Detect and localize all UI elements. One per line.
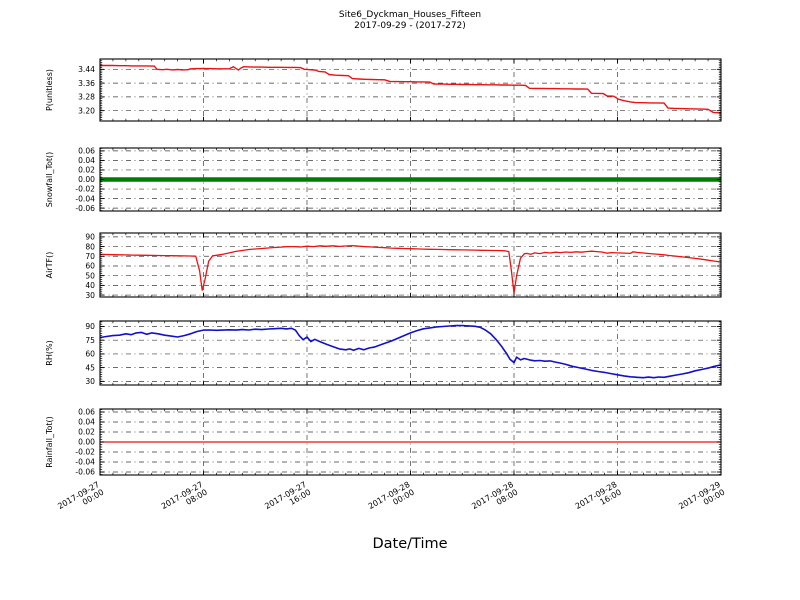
airtf-axis-label: AirTF() xyxy=(45,252,54,279)
chart-title: Site6_Dyckman_Houses_Fifteen xyxy=(338,10,482,20)
snowfall-ytick-label: -0.02 xyxy=(75,185,95,194)
rh-ytick-label: 60 xyxy=(85,350,95,359)
rainfall-ytick-label: 0.06 xyxy=(78,408,95,417)
snowfall-ytick-label: -0.04 xyxy=(75,194,95,203)
rainfall-ytick-label: -0.06 xyxy=(75,468,95,477)
rainfall-ticks xyxy=(99,409,722,475)
x-tick-label: 2017-09-2800:00 xyxy=(367,480,416,519)
p-axis-label: P(unitless) xyxy=(45,69,54,111)
p-ytick-label: 3.44 xyxy=(78,65,95,74)
p-ytick-label: 3.20 xyxy=(78,106,95,115)
chart-subtitle: 2017-09-29 - (2017-272) xyxy=(354,21,466,31)
x-tick-label: 2017-09-2816:00 xyxy=(574,480,623,519)
rh-ticks xyxy=(99,321,722,385)
snowfall-ytick-label: 0.02 xyxy=(78,166,95,175)
x-axis-title: Date/Time xyxy=(372,536,448,552)
rh-ytick-label: 30 xyxy=(85,377,95,386)
snowfall-ytick-label: 0.06 xyxy=(78,147,95,156)
x-tick-label: 2017-09-2708:00 xyxy=(160,480,209,519)
x-tick-label: 2017-09-2716:00 xyxy=(263,480,312,519)
p-series-line xyxy=(100,64,722,114)
rh-series-line xyxy=(99,324,722,379)
snowfall-ticks xyxy=(99,148,722,211)
panel-p: 3.20 3.28 3.36 3.44 P(unitless) xyxy=(45,58,722,122)
airtf-ytick-label: 60 xyxy=(85,262,95,271)
snowfall-axis-label: Snowfall_Tot() xyxy=(45,152,54,208)
rainfall-ytick-label: 0.02 xyxy=(78,428,95,437)
airtf-ytick-label: 40 xyxy=(85,281,95,290)
panel-rainfall: -0.06-0.04-0.020.000.020.040.06 Rainfall_… xyxy=(45,408,722,477)
snowfall-ytick-label: 0.00 xyxy=(78,175,95,184)
rh-ytick-label: 75 xyxy=(85,336,95,345)
snowfall-ytick-label: -0.06 xyxy=(75,204,95,213)
rainfall-ytick-label: -0.04 xyxy=(75,458,95,467)
airtf-grid xyxy=(99,233,722,297)
rh-grid xyxy=(99,321,722,385)
airtf-series-line xyxy=(99,244,722,294)
panel-snowfall: -0.06-0.04-0.020.000.020.040.06 Snowfall_… xyxy=(45,147,722,213)
airtf-ytick-label: 70 xyxy=(85,252,95,261)
airtf-ytick-label: 50 xyxy=(85,271,95,280)
p-ytick-label: 3.36 xyxy=(78,79,95,88)
airtf-ytick-label: 30 xyxy=(85,291,95,300)
airtf-ytick-label: 80 xyxy=(85,242,95,251)
snowfall-ytick-label: 0.04 xyxy=(78,156,95,165)
chart-title-block: Site6_Dyckman_Houses_Fifteen 2017-09-29 … xyxy=(339,10,481,32)
x-tick-label: 2017-09-2900:00 xyxy=(677,480,726,519)
rh-ytick-label: 90 xyxy=(85,322,95,331)
rh-axis-label: RH(%) xyxy=(45,340,54,365)
rainfall-ytick-label: 0.00 xyxy=(78,438,95,447)
rh-ytick-label: 45 xyxy=(85,363,95,372)
rainfall-ytick-label: -0.02 xyxy=(75,448,95,457)
x-tick-labels: 2017-09-2700:00 2017-09-2708:00 2017-09-27… xyxy=(56,480,726,519)
rainfall-ytick-label: 0.04 xyxy=(78,418,95,427)
rainfall-axis-label: Rainfall_Tot() xyxy=(45,416,54,468)
p-ticks xyxy=(99,58,722,122)
panel-rh: 30 45 60 75 90 RH(%) xyxy=(45,320,722,386)
x-tick-label: 2017-09-2808:00 xyxy=(470,480,519,519)
x-tick-label: 2017-09-2700:00 xyxy=(56,480,105,519)
p-ytick-label: 3.28 xyxy=(78,93,95,102)
airtf-ytick-label: 90 xyxy=(85,233,95,242)
airtf-ticks xyxy=(99,232,722,298)
